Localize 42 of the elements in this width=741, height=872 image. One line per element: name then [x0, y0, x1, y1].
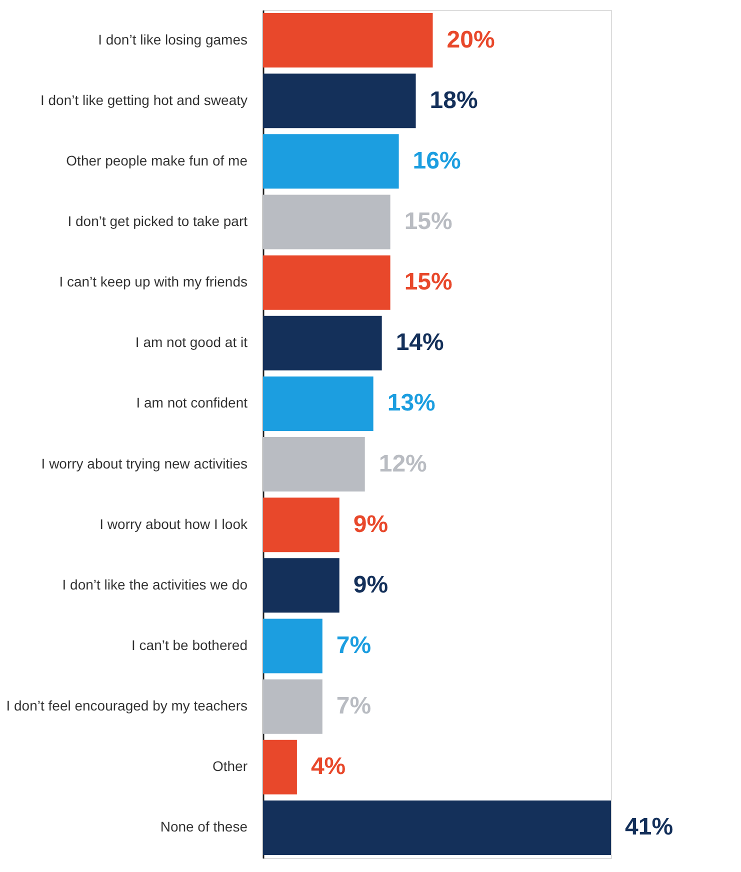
bar — [263, 74, 416, 128]
data-label: 7% — [336, 632, 372, 659]
y-tick-label: I don’t like getting hot and sweaty — [40, 92, 248, 108]
data-label: 18% — [430, 86, 478, 114]
bar — [263, 376, 374, 431]
y-tick-label: I don’t feel encouraged by my teachers — [6, 698, 248, 714]
bar — [263, 618, 322, 674]
data-label: 12% — [378, 450, 427, 478]
y-tick-label: I don’t get picked to take part — [68, 213, 248, 229]
bar — [263, 437, 365, 492]
bar — [263, 800, 611, 855]
bar — [263, 740, 297, 794]
y-tick-label: Other people make fun of me — [66, 152, 248, 168]
data-label: 7% — [336, 692, 372, 720]
y-tick-label: I don’t like the activities we do — [62, 576, 248, 592]
bar — [263, 558, 340, 613]
y-tick-label: I am not confident — [136, 394, 248, 411]
y-tick-label: I don’t like losing games — [98, 31, 248, 48]
data-label: 15% — [404, 208, 452, 235]
data-label: 4% — [310, 753, 346, 780]
y-tick-label: I worry about how I look — [100, 516, 248, 532]
data-label: 20% — [446, 26, 495, 54]
y-tick-label: I am not good at it — [135, 334, 248, 350]
bar — [263, 13, 433, 68]
bar — [263, 498, 340, 552]
bar — [263, 316, 382, 370]
data-label: 13% — [387, 390, 436, 417]
data-label: 15% — [404, 268, 452, 296]
data-label: 41% — [625, 814, 674, 841]
data-label: 9% — [353, 510, 388, 538]
y-tick-label: Other — [212, 758, 248, 774]
bar — [263, 255, 390, 310]
y-tick-label: I can’t be bothered — [132, 637, 248, 653]
y-tick-label: I can’t keep up with my friends — [59, 274, 248, 290]
bar — [263, 679, 322, 734]
data-label: 9% — [353, 571, 388, 598]
bar — [263, 194, 390, 250]
data-label: 16% — [412, 147, 461, 174]
data-label: 14% — [396, 329, 444, 356]
y-tick-label: None of these — [160, 818, 248, 835]
bar — [263, 134, 399, 189]
y-tick-label: I worry about trying new activities — [41, 455, 248, 472]
